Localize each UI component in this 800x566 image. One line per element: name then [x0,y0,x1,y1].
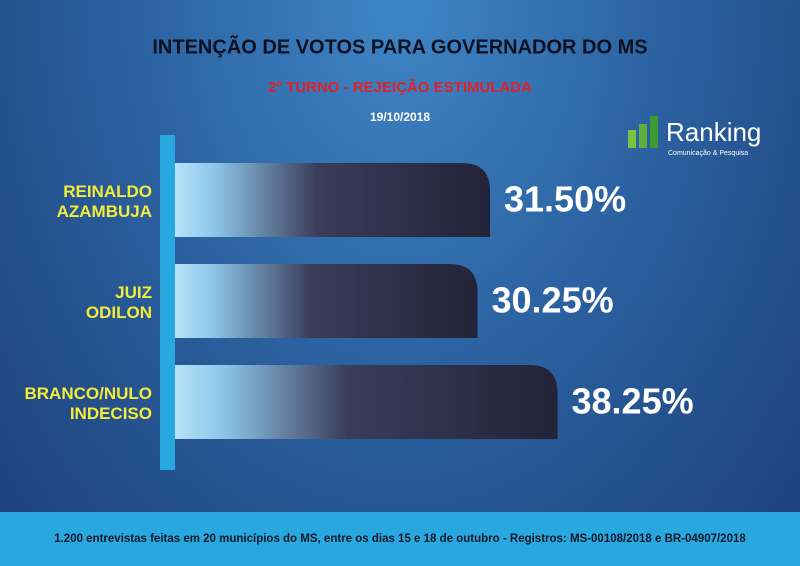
chart-title: INTENÇÃO DE VOTOS PARA GOVERNADOR DO MS [152,35,647,58]
bar [175,163,490,237]
logo-bar [639,124,647,148]
category-label: BRANCO/NULO INDECISO [24,384,153,423]
footnote: 1.200 entrevistas feitas em 20 município… [54,533,746,545]
value-label: 31.50% [504,179,626,220]
footer-band [0,512,800,566]
logo-bar [650,116,658,148]
category-label: REINALDO AZAMBUJA [56,182,152,221]
logo-tagline: Comunicação & Pesquisa [668,150,748,157]
category-label: JUIZ ODILON [85,283,152,322]
value-label: 38.25% [572,381,694,422]
logo: Ranking Comunicação & Pesquisa [628,116,761,157]
chart-subtitle: 2º TURNO - REJEIÇÃO ESTIMULADA [268,78,532,96]
bar [175,264,478,338]
axis-bar [160,135,175,470]
bar [175,365,558,439]
logo-bar [628,130,636,148]
value-label: 30.25% [492,280,614,321]
date: 19/10/2018 [370,110,430,124]
logo-name: Ranking [666,117,761,147]
